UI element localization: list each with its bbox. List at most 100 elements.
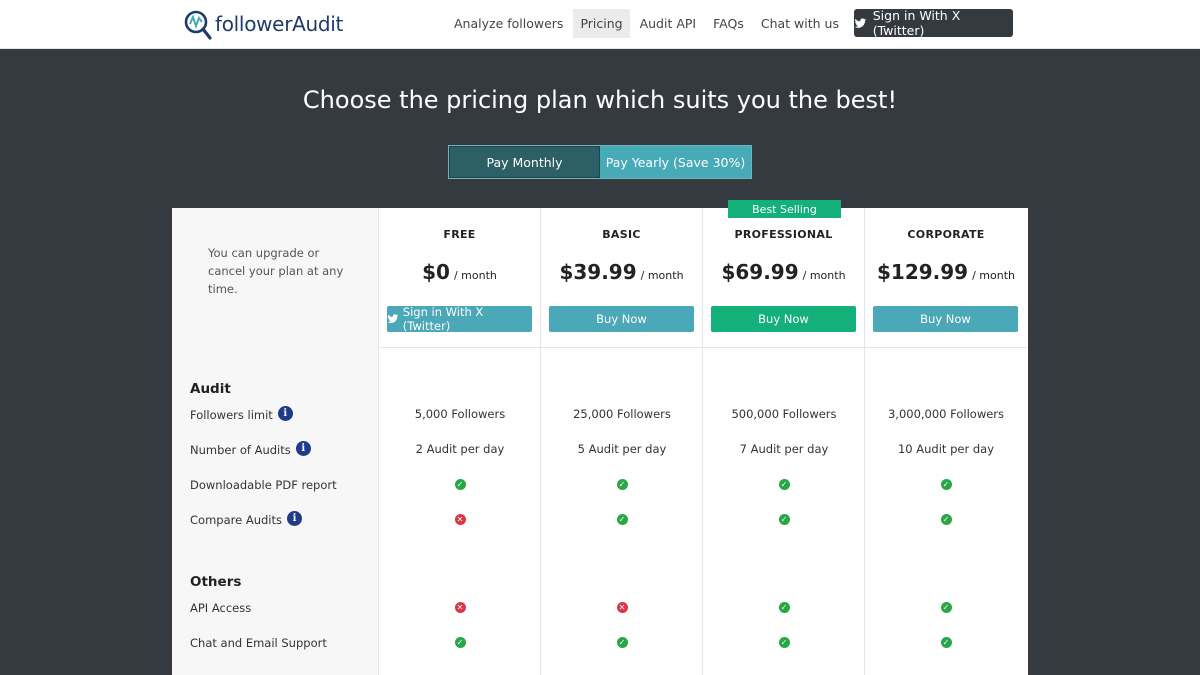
info-icon[interactable]: i — [277, 405, 293, 421]
pay-monthly-tab[interactable]: Pay Monthly — [449, 146, 600, 178]
feature-label-text: Chat and Email Support — [190, 636, 327, 650]
twitter-bird-icon — [387, 314, 399, 324]
plan-header: CORPORATE $129.99/ month Buy Now — [865, 208, 1027, 348]
feature-label: Compare Audits i — [190, 510, 302, 529]
billing-toggle: Pay Monthly Pay Yearly (Save 30%) — [448, 145, 752, 179]
pricing-table: You can upgrade or cancel your plan at a… — [172, 200, 1028, 675]
pay-yearly-tab[interactable]: Pay Yearly (Save 30%) — [600, 146, 751, 178]
page-title: Choose the pricing plan which suits you … — [302, 86, 898, 114]
feature-cell: ✓ — [865, 633, 1027, 651]
plan-name: FREE — [443, 228, 476, 241]
feature-value: 500,000 Followers — [731, 407, 837, 421]
buy-now-button-professional[interactable]: Buy Now — [711, 306, 856, 332]
check-icon: ✓ — [778, 478, 790, 490]
plan-header: FREE $0/ month Sign in With X (Twitter) — [379, 208, 540, 348]
buy-now-button-corporate[interactable]: Buy Now — [873, 306, 1018, 332]
plan-button-label: Sign in With X (Twitter) — [402, 305, 484, 333]
check-icon: ✓ — [940, 601, 952, 613]
feature-label: Downloadable PDF report — [190, 476, 337, 494]
feature-cell: ✓ — [703, 633, 865, 651]
check-icon: ✓ — [778, 601, 790, 613]
plan-button-label: Buy Now — [920, 312, 971, 326]
feature-label-text: Downloadable PDF report — [190, 478, 337, 492]
nav-link-chat-with-us[interactable]: Chat with us — [760, 16, 839, 31]
nav-link-faqs[interactable]: FAQs — [713, 16, 744, 31]
feature-cell: ✓ — [865, 598, 1027, 616]
nav-signin-button[interactable]: Sign in With X (Twitter) — [854, 8, 1013, 38]
check-icon: ✓ — [778, 513, 790, 525]
nav-link-audit-api[interactable]: Audit API — [639, 16, 697, 31]
nav-link-analyze-followers[interactable]: Analyze followers — [454, 16, 564, 31]
best-selling-badge: Best Selling — [728, 200, 841, 218]
section-title-others: Others — [190, 574, 242, 590]
feature-cell: ✓ — [541, 633, 703, 651]
feature-label-text: Followers limit — [190, 408, 273, 422]
feature-value: 3,000,000 Followers — [887, 407, 1005, 421]
feature-cell: ✕ — [541, 598, 703, 616]
buy-now-button-basic[interactable]: Buy Now — [549, 306, 694, 332]
feature-label: Chat and Email Support — [190, 634, 327, 652]
cross-icon: ✕ — [616, 601, 628, 613]
feature-cell: ✓ — [379, 475, 541, 493]
cross-icon: ✕ — [454, 601, 466, 613]
info-icon[interactable]: i — [286, 510, 302, 526]
feature-cell: ✕ — [379, 510, 541, 528]
plan-header: BASIC $39.99/ month Buy Now — [541, 208, 702, 348]
feature-label: Number of Audits i — [190, 440, 311, 459]
price-period: / month — [972, 269, 1015, 282]
feature-cell: ✓ — [703, 475, 865, 493]
plan-column-professional: PROFESSIONAL $69.99/ month Buy Now — [703, 208, 865, 675]
check-icon: ✓ — [454, 636, 466, 648]
plan-header: PROFESSIONAL $69.99/ month Buy Now — [703, 208, 864, 348]
feature-value: 10 Audit per day — [897, 442, 994, 456]
magnifier-logo-icon — [184, 10, 212, 40]
plan-column-basic: BASIC $39.99/ month Buy Now — [541, 208, 703, 675]
feature-value: 5,000 Followers — [414, 407, 506, 421]
features-column: You can upgrade or cancel your plan at a… — [172, 208, 379, 675]
plan-button-label: Buy Now — [758, 312, 809, 326]
check-icon: ✓ — [940, 478, 952, 490]
plan-name: CORPORATE — [907, 228, 985, 241]
price-amount: $0 — [422, 260, 450, 284]
info-icon[interactable]: i — [295, 440, 311, 456]
check-icon: ✓ — [454, 478, 466, 490]
feature-cell: ✓ — [541, 475, 703, 493]
feature-cell: ✓ — [703, 510, 865, 528]
feature-label-text: Number of Audits — [190, 443, 291, 457]
feature-label: API Access — [190, 599, 251, 617]
price-amount: $69.99 — [721, 260, 799, 284]
check-icon: ✓ — [616, 478, 628, 490]
price-amount: $39.99 — [559, 260, 637, 284]
plan-column-free: FREE $0/ month Sign in With X (Twitter) — [379, 208, 541, 675]
section-title-audit: Audit — [190, 381, 231, 397]
price-amount: $129.99 — [877, 260, 969, 284]
cross-icon: ✕ — [454, 513, 466, 525]
price-period: / month — [453, 269, 497, 282]
feature-value: 5 Audit per day — [577, 442, 667, 456]
plan-price: $69.99/ month — [703, 260, 864, 284]
plan-price: $129.99/ month — [865, 260, 1027, 284]
plan-price: $0/ month — [379, 260, 540, 284]
feature-cell: ✓ — [379, 633, 541, 651]
plan-price: $39.99/ month — [541, 260, 702, 284]
twitter-bird-icon — [854, 17, 867, 28]
nav-links: Analyze followers Pricing Audit API FAQs Cha… — [447, 9, 894, 38]
feature-label-text: API Access — [190, 601, 252, 615]
plan-button-label: Buy Now — [596, 312, 647, 326]
price-period: / month — [640, 269, 684, 282]
feature-cell: ✓ — [865, 510, 1027, 528]
feature-cell: ✕ — [379, 598, 541, 616]
check-icon: ✓ — [940, 513, 952, 525]
plan-name: PROFESSIONAL — [734, 228, 833, 241]
nav-link-pricing[interactable]: Pricing — [573, 9, 630, 38]
plan-signin-button[interactable]: Sign in With X (Twitter) — [387, 305, 532, 333]
nav-signin-label: Sign in With X (Twitter) — [872, 8, 961, 38]
feature-cell: ✓ — [541, 510, 703, 528]
feature-cell: ✓ — [703, 598, 865, 616]
check-icon: ✓ — [616, 636, 628, 648]
feature-value: 7 Audit per day — [739, 442, 829, 456]
plan-column-corporate: CORPORATE $129.99/ month Buy Now — [865, 208, 1027, 675]
brand-logo[interactable]: followerAudit — [183, 6, 343, 42]
feature-label-text: Compare Audits — [190, 513, 282, 527]
plan-change-note: You can upgrade or cancel your plan at a… — [208, 246, 344, 296]
